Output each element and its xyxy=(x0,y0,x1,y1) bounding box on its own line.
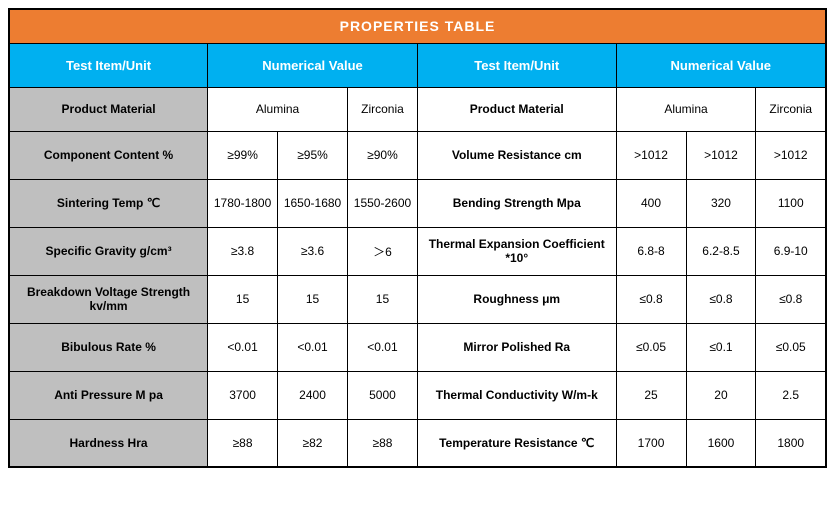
table-row: Bibulous Rate % <0.01 <0.01 <0.01 Mirror… xyxy=(9,323,826,371)
cell: 6.9-10 xyxy=(756,227,826,275)
cell: <0.01 xyxy=(278,323,348,371)
material-row: Product Material Alumina Zirconia Produc… xyxy=(9,87,826,131)
table-row: Breakdown Voltage Strength kv/mm 15 15 1… xyxy=(9,275,826,323)
row-label: Thermal Conductivity W/m-k xyxy=(417,371,616,419)
cell: 1100 xyxy=(756,179,826,227)
header-test-item-left: Test Item/Unit xyxy=(9,43,208,87)
cell: 3700 xyxy=(208,371,278,419)
cell: 2.5 xyxy=(756,371,826,419)
cell: ≤0.1 xyxy=(686,323,756,371)
cell: 1600 xyxy=(686,419,756,467)
cell: >1012 xyxy=(686,131,756,179)
row-label: Mirror Polished Ra xyxy=(417,323,616,371)
properties-table: PROPERTIES TABLE Test Item/Unit Numerica… xyxy=(8,8,827,468)
cell: ≥90% xyxy=(348,131,418,179)
cell: 15 xyxy=(348,275,418,323)
row-label: Bibulous Rate % xyxy=(9,323,208,371)
header-numerical-left: Numerical Value xyxy=(208,43,418,87)
cell: 25 xyxy=(616,371,686,419)
cell: ≤0.8 xyxy=(756,275,826,323)
row-label: Component Content % xyxy=(9,131,208,179)
row-label: Specific Gravity g/cm³ xyxy=(9,227,208,275)
cell: 15 xyxy=(208,275,278,323)
table-row: Hardness Hra ≥88 ≥82 ≥88 Temperature Res… xyxy=(9,419,826,467)
table-title: PROPERTIES TABLE xyxy=(9,9,826,43)
table-row: Specific Gravity g/cm³ ≥3.8 ≥3.6 ＞6 Ther… xyxy=(9,227,826,275)
cell: 6.2-8.5 xyxy=(686,227,756,275)
cell: ≥88 xyxy=(208,419,278,467)
cell: 1800 xyxy=(756,419,826,467)
row-label: Bending Strength Mpa xyxy=(417,179,616,227)
table-row: Sintering Temp ℃ 1780-1800 1650-1680 155… xyxy=(9,179,826,227)
row-label: Volume Resistance cm xyxy=(417,131,616,179)
cell: <0.01 xyxy=(348,323,418,371)
cell: ≥88 xyxy=(348,419,418,467)
table-row: Component Content % ≥99% ≥95% ≥90% Volum… xyxy=(9,131,826,179)
cell: 400 xyxy=(616,179,686,227)
cell: 1780-1800 xyxy=(208,179,278,227)
zirconia-left: Zirconia xyxy=(348,87,418,131)
cell: 1700 xyxy=(616,419,686,467)
row-label: Roughness μm xyxy=(417,275,616,323)
cell: 1650-1680 xyxy=(278,179,348,227)
material-label-right: Product Material xyxy=(417,87,616,131)
row-label: Temperature Resistance ℃ xyxy=(417,419,616,467)
row-label: Anti Pressure M pa xyxy=(9,371,208,419)
cell: 5000 xyxy=(348,371,418,419)
cell: 320 xyxy=(686,179,756,227)
cell: ≤0.05 xyxy=(756,323,826,371)
header-test-item-right: Test Item/Unit xyxy=(417,43,616,87)
header-numerical-right: Numerical Value xyxy=(616,43,826,87)
zirconia-right: Zirconia xyxy=(756,87,826,131)
cell: >1012 xyxy=(616,131,686,179)
alumina-right: Alumina xyxy=(616,87,756,131)
cell: ≤0.8 xyxy=(616,275,686,323)
row-label: Thermal Expansion Coefficient *10° xyxy=(417,227,616,275)
row-label: Hardness Hra xyxy=(9,419,208,467)
header-row: Test Item/Unit Numerical Value Test Item… xyxy=(9,43,826,87)
cell: ≥82 xyxy=(278,419,348,467)
material-label-left: Product Material xyxy=(9,87,208,131)
cell: ≥95% xyxy=(278,131,348,179)
cell: 20 xyxy=(686,371,756,419)
cell: <0.01 xyxy=(208,323,278,371)
cell: 2400 xyxy=(278,371,348,419)
cell: ≥3.8 xyxy=(208,227,278,275)
cell: ≥99% xyxy=(208,131,278,179)
cell: ≥3.6 xyxy=(278,227,348,275)
cell: ≤0.05 xyxy=(616,323,686,371)
title-row: PROPERTIES TABLE xyxy=(9,9,826,43)
row-label: Breakdown Voltage Strength kv/mm xyxy=(9,275,208,323)
cell: 6.8-8 xyxy=(616,227,686,275)
cell: ＞6 xyxy=(348,227,418,275)
cell: >1012 xyxy=(756,131,826,179)
row-label: Sintering Temp ℃ xyxy=(9,179,208,227)
cell: ≤0.8 xyxy=(686,275,756,323)
cell: 1550-2600 xyxy=(348,179,418,227)
cell: 15 xyxy=(278,275,348,323)
table-row: Anti Pressure M pa 3700 2400 5000 Therma… xyxy=(9,371,826,419)
alumina-left: Alumina xyxy=(208,87,348,131)
